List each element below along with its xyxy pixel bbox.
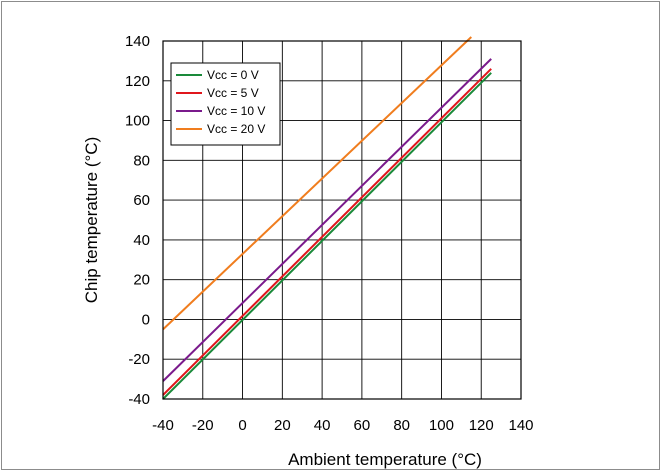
legend: Vcc = 0 V Vcc = 5 V Vcc = 10 V Vcc = 20 V [170,62,281,146]
x-tick-label: 80 [393,417,410,434]
legend-box [170,62,281,146]
legend-label: Vcc = 20 V [207,122,265,136]
y-tick-label: 140 [125,33,150,50]
x-tick-label: 100 [429,417,454,434]
y-tick-label: 80 [133,152,150,169]
x-tick-label: 20 [274,417,291,434]
series-line [162,72,492,400]
x-tick-label: 140 [508,417,533,434]
x-tick-label: -40 [152,417,174,434]
x-tick-label: 60 [354,417,371,434]
plot-border [162,40,522,400]
y-tick-label: 120 [125,73,150,90]
y-tick-label: 20 [133,272,150,289]
series-lines [162,36,492,400]
series-line [162,68,492,396]
y-tick-label: 100 [125,113,150,130]
legend-label: Vcc = 10 V [207,104,265,118]
legend-label: Vcc = 5 V [207,86,259,100]
y-tick-label: -20 [128,351,150,368]
x-axis-title: Ambient temperature (°C) [288,450,482,469]
x-tick-label: 0 [238,417,246,434]
x-tick-labels: -40 -20 0 20 40 60 80 100 120 140 [152,417,533,434]
y-tick-label: 0 [142,311,150,328]
series-line [162,58,492,382]
y-axis-title: Chip temperature (°C) [82,137,101,303]
series-line [162,36,472,331]
y-tick-label: 40 [133,232,150,249]
y-tick-label: 60 [133,192,150,209]
x-tick-label: 120 [469,417,494,434]
y-tick-labels: -40 -20 0 20 40 60 80 100 120 140 [125,33,150,408]
legend-label: Vcc = 0 V [207,68,259,82]
x-tick-label: -20 [192,417,214,434]
y-tick-label: -40 [128,391,150,408]
x-tick-label: 40 [314,417,331,434]
